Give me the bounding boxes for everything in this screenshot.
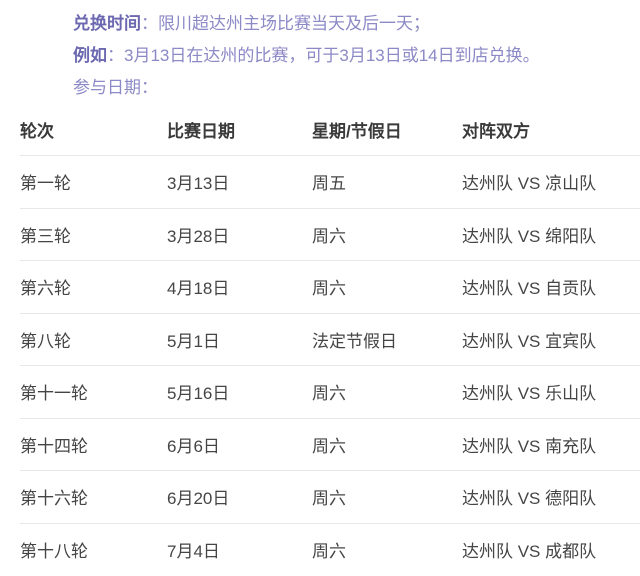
header-opponents: 对阵双方 [462, 122, 530, 141]
cell-weekday: 周六 [312, 226, 346, 246]
example-text: ：3月13日在达州的比赛，可于3月13日或14日到店兑换。 [107, 46, 540, 65]
cell-weekday: 周六 [312, 384, 346, 404]
cell-weekday: 周六 [312, 279, 346, 299]
cell-round: 第一轮 [20, 174, 71, 194]
cell-round: 第三轮 [20, 226, 71, 246]
cell-round: 第六轮 [20, 279, 71, 299]
cell-opponents: 达州队 VS 乐山队 [462, 384, 597, 404]
cell-weekday: 周五 [312, 174, 346, 194]
table-row: 第八轮 5月1日 法定节假日 达州队 VS 宜宾队 [20, 314, 640, 366]
cell-round: 第十一轮 [20, 384, 88, 404]
redemption-time-text: ：限川超达州主场比赛当天及后一天； [141, 14, 430, 33]
match-schedule-table: 轮次 比赛日期 星期/节假日 对阵双方 第一轮 3月13日 周五 达州队 VS … [0, 104, 640, 576]
cell-round: 第十八轮 [20, 542, 88, 562]
redemption-time-label: 兑换时间 [73, 14, 141, 33]
table-row: 第六轮 4月18日 周六 达州队 VS 自贡队 [20, 261, 640, 314]
table-header-row: 轮次 比赛日期 星期/节假日 对阵双方 [20, 104, 640, 156]
redemption-time-line: 兑换时间：限川超达州主场比赛当天及后一天； [73, 8, 630, 40]
cell-match-date: 6月20日 [167, 489, 230, 509]
header-round: 轮次 [20, 122, 54, 141]
cell-weekday: 周六 [312, 489, 346, 509]
table-row: 第十六轮 6月20日 周六 达州队 VS 德阳队 [20, 471, 640, 524]
cell-opponents: 达州队 VS 宜宾队 [462, 331, 597, 351]
cell-round: 第八轮 [20, 331, 71, 351]
table-row: 第十八轮 7月4日 周六 达州队 VS 成都队 [20, 524, 640, 576]
cell-opponents: 达州队 VS 凉山队 [462, 174, 597, 194]
cell-match-date: 5月16日 [167, 384, 230, 404]
table-row: 第一轮 3月13日 周五 达州队 VS 凉山队 [20, 156, 640, 209]
cell-opponents: 达州队 VS 南充队 [462, 436, 597, 456]
cell-opponents: 达州队 VS 德阳队 [462, 489, 597, 509]
example-line: 例如：3月13日在达州的比赛，可于3月13日或14日到店兑换。 [73, 40, 630, 72]
example-label: 例如 [73, 46, 107, 65]
cell-match-date: 3月13日 [167, 174, 230, 194]
cell-match-date: 6月6日 [167, 436, 220, 456]
cell-match-date: 4月18日 [167, 279, 230, 299]
cell-match-date: 7月4日 [167, 542, 220, 562]
table-row: 第十一轮 5月16日 周六 达州队 VS 乐山队 [20, 366, 640, 419]
redemption-notice: 兑换时间：限川超达州主场比赛当天及后一天； 例如：3月13日在达州的比赛，可于3… [0, 0, 640, 104]
cell-opponents: 达州队 VS 绵阳队 [462, 226, 597, 246]
cell-match-date: 5月1日 [167, 331, 220, 351]
cell-weekday: 法定节假日 [312, 331, 397, 351]
header-weekday-holiday: 星期/节假日 [312, 122, 402, 141]
cell-weekday: 周六 [312, 436, 346, 456]
table-row: 第十四轮 6月6日 周六 达州队 VS 南充队 [20, 419, 640, 471]
cell-round: 第十六轮 [20, 489, 88, 509]
participation-dates-label: 参与日期： [73, 78, 158, 97]
cell-match-date: 3月28日 [167, 226, 230, 246]
cell-weekday: 周六 [312, 542, 346, 562]
cell-opponents: 达州队 VS 自贡队 [462, 279, 597, 299]
cell-round: 第十四轮 [20, 436, 88, 456]
cell-opponents: 达州队 VS 成都队 [462, 542, 597, 562]
table-row: 第三轮 3月28日 周六 达州队 VS 绵阳队 [20, 209, 640, 261]
header-match-date: 比赛日期 [167, 122, 235, 141]
